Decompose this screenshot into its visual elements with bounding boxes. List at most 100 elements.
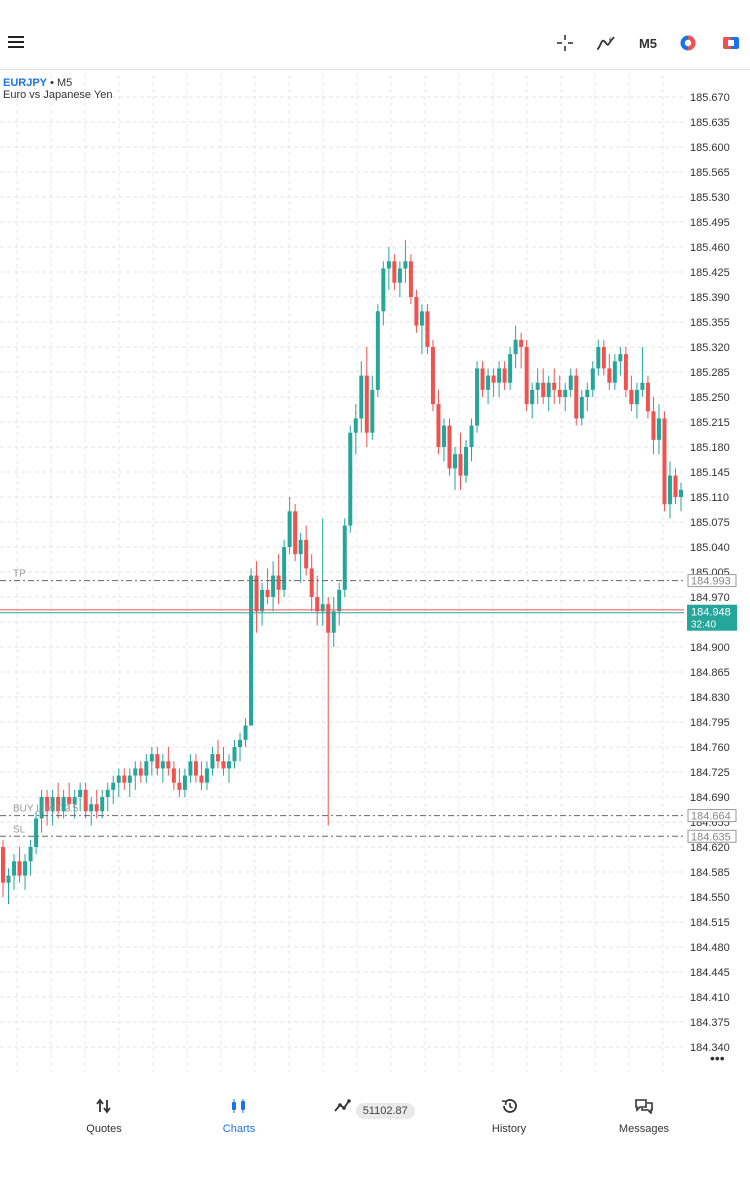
candle: [210, 747, 215, 776]
candle: [552, 368, 557, 405]
candle: [17, 847, 22, 883]
candle: [61, 789, 66, 819]
y-tick-label: 185.600: [690, 142, 730, 154]
candle: [656, 404, 661, 455]
candle: [337, 582, 342, 626]
y-tick-label: 185.215: [690, 417, 730, 429]
order-price-label: 184.635: [691, 831, 731, 843]
nav-charts-label: Charts: [222, 1123, 256, 1135]
y-tick-label: 185.075: [690, 517, 730, 529]
candle: [100, 789, 105, 819]
candle: [601, 339, 606, 376]
y-tick-label: 184.585: [690, 867, 730, 879]
candle: [563, 382, 568, 412]
more-icon[interactable]: •••: [710, 1050, 725, 1066]
y-tick-label: 185.110: [690, 492, 729, 504]
candle: [227, 754, 231, 783]
nav-quotes[interactable]: Quotes: [44, 1098, 164, 1142]
y-tick-label: 185.565: [690, 167, 730, 179]
timeframe-button[interactable]: M5: [638, 35, 658, 51]
candle: [94, 789, 99, 819]
order-price-label: 184.664: [691, 811, 731, 823]
candle: [392, 254, 397, 290]
chart-description: Euro vs Japanese Yen: [3, 89, 113, 101]
candle: [138, 761, 143, 783]
candle: [590, 361, 595, 397]
candle: [177, 768, 182, 797]
trade-icon[interactable]: [677, 32, 699, 54]
account-icon[interactable]: [720, 32, 742, 54]
candle: [453, 447, 457, 490]
candle: [414, 289, 419, 333]
y-tick-label: 184.410: [690, 992, 730, 1004]
account-balance: 51102.87: [355, 1103, 415, 1119]
y-tick-label: 184.340: [690, 1042, 730, 1054]
y-tick-label: 184.865: [690, 667, 730, 679]
crosshair-icon[interactable]: [554, 32, 576, 54]
candle: [204, 761, 209, 790]
candle: [497, 361, 502, 397]
nav-messages[interactable]: Messages: [584, 1098, 704, 1142]
candle: [557, 375, 562, 405]
candle: [662, 411, 667, 512]
y-tick-label: 185.355: [690, 317, 730, 329]
candle: [78, 782, 83, 812]
price-chart[interactable]: 185.670 185.635 185.600 185.565 185.530 185.4…: [0, 71, 750, 1076]
candle: [56, 782, 61, 819]
candle: [309, 554, 314, 612]
candle: [67, 782, 72, 812]
candle: [359, 361, 364, 433]
trade-chart-icon: [334, 1099, 352, 1112]
chart-title: EURJPY • M5 Euro vs Japanese Yen: [3, 77, 112, 101]
candle: [1, 839, 5, 897]
order-price-label: 184.993: [691, 576, 731, 588]
candle: [111, 775, 116, 805]
bottom-navigation: [0, 1090, 750, 1150]
candle: [260, 582, 265, 626]
candle: [320, 518, 325, 626]
candle: [23, 854, 28, 890]
nav-charts[interactable]: Charts: [179, 1098, 299, 1142]
svg-text:f: f: [609, 38, 611, 45]
candle: [634, 382, 639, 419]
candle: [618, 347, 623, 376]
candle: [331, 597, 336, 647]
menu-icon[interactable]: [8, 36, 24, 48]
chart-symbol: EURJPY: [3, 77, 48, 89]
y-tick-label: 184.375: [690, 1017, 730, 1029]
y-tick-label: 184.480: [690, 942, 730, 954]
candle: [342, 518, 347, 597]
y-tick-label: 185.285: [690, 367, 730, 379]
y-tick-label: 184.445: [690, 967, 730, 979]
candle: [6, 868, 11, 905]
candle: [623, 347, 628, 397]
candle: [574, 368, 579, 426]
candle: [403, 239, 408, 283]
candle: [315, 575, 320, 626]
y-tick-label: 184.550: [690, 892, 730, 904]
candle: [287, 497, 292, 555]
candle: [293, 504, 298, 562]
candle: [12, 854, 17, 890]
messages-icon: [635, 1099, 653, 1115]
indicators-icon[interactable]: f: [594, 32, 618, 54]
candle: [166, 747, 171, 776]
candle: [419, 304, 424, 355]
candle: [276, 554, 281, 605]
y-tick-label: 185.040: [690, 542, 730, 554]
candle: [651, 397, 656, 455]
candle: [232, 739, 237, 769]
candle: [160, 754, 165, 783]
candle: [28, 839, 33, 876]
bid-price-box: [687, 604, 737, 631]
candle: [491, 368, 496, 397]
nav-history-label: History: [491, 1123, 527, 1135]
y-tick-label: 185.250: [690, 392, 730, 404]
nav-trade[interactable]: 51102.87: [314, 1098, 434, 1142]
y-tick-label: 185.425: [690, 267, 730, 279]
candle: [667, 461, 672, 519]
nav-history[interactable]: History: [449, 1098, 569, 1142]
candle: [34, 811, 39, 855]
candle: [182, 768, 187, 797]
candle: [193, 754, 198, 783]
